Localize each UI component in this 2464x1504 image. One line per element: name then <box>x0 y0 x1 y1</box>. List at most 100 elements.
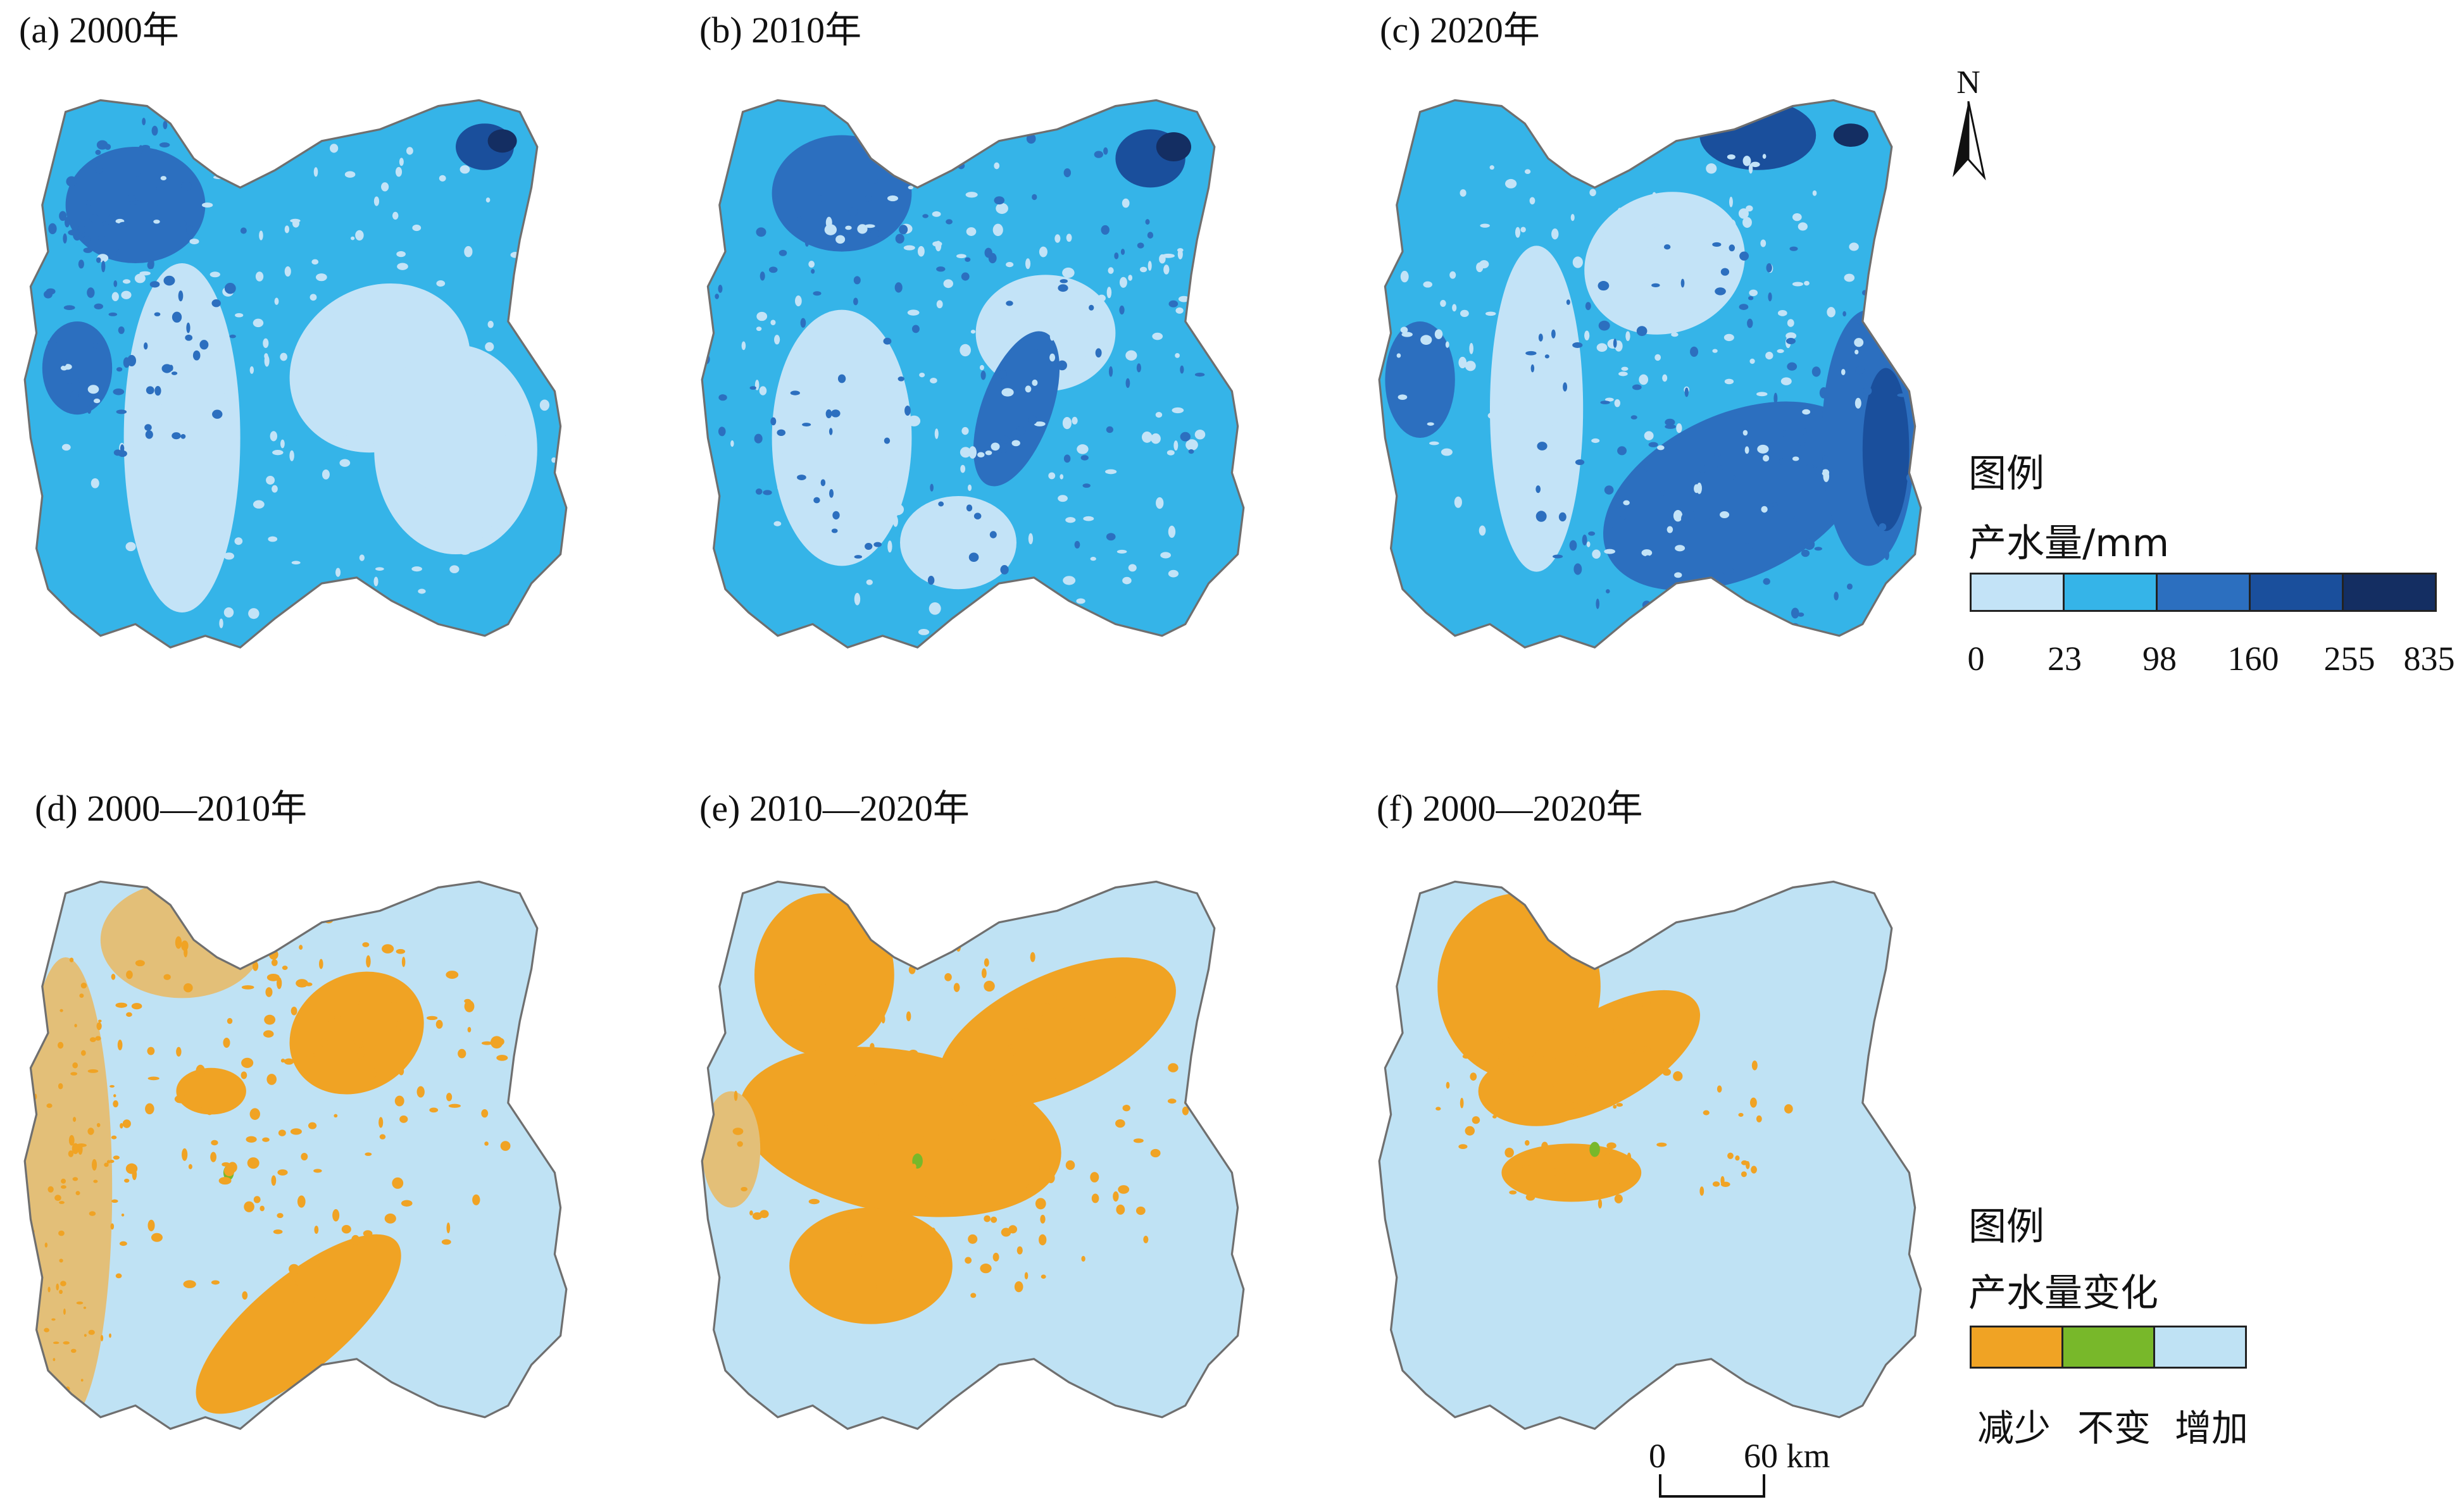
yield-speckle <box>1870 314 1875 319</box>
yield-speckle <box>1173 440 1179 451</box>
yield-speckle <box>1649 318 1660 327</box>
yield-speckle <box>936 266 946 272</box>
change-speckle <box>1113 1191 1119 1202</box>
yield-speckle <box>229 334 236 339</box>
legend-yield-break-0: 0 <box>1967 640 1985 678</box>
change-speckle <box>223 1037 230 1048</box>
yield-speckle <box>310 294 317 301</box>
yield-speckle <box>179 220 187 227</box>
yield-speckle <box>1048 472 1056 480</box>
yield-speckle <box>459 549 471 555</box>
yield-speckle <box>264 355 270 367</box>
low-yield-zone <box>1584 192 1745 335</box>
change-speckle <box>919 1129 925 1138</box>
yield-speckle <box>460 165 470 174</box>
change-speckle <box>1115 1119 1125 1128</box>
yield-speckle <box>153 220 160 224</box>
change-speckle <box>218 1177 232 1185</box>
yield-speckle <box>116 249 120 261</box>
change-speckle <box>282 966 288 971</box>
peak-yield-zone <box>1156 132 1191 161</box>
yield-speckle <box>418 297 427 308</box>
change-speckle <box>496 1055 508 1061</box>
yield-speckle <box>1070 378 1083 383</box>
change-speckle <box>80 983 87 989</box>
yield-speckle <box>830 557 842 562</box>
yield-speckle <box>975 103 982 111</box>
yield-speckle <box>373 196 380 206</box>
yield-speckle <box>1644 247 1656 259</box>
yield-speckle <box>1604 271 1610 278</box>
yield-speckle <box>940 145 949 156</box>
yield-speckle <box>779 249 787 256</box>
yield-speckle <box>870 514 876 522</box>
change-speckle <box>989 1133 997 1140</box>
change-speckle <box>1498 1052 1504 1062</box>
change-speckle <box>1091 1193 1099 1203</box>
change-speckle <box>290 1128 302 1135</box>
yield-speckle <box>1025 385 1032 393</box>
change-speckle <box>266 1074 277 1085</box>
yield-speckle <box>1742 543 1753 552</box>
change-speckle <box>151 1233 163 1242</box>
change-speckle <box>1458 1144 1468 1149</box>
yield-speckle <box>932 211 941 217</box>
yield-speckle <box>1515 227 1521 238</box>
change-speckle <box>104 1162 109 1167</box>
yield-speckle <box>1052 288 1058 295</box>
yield-speckle <box>830 409 841 418</box>
change-speckle <box>427 1016 438 1021</box>
yield-speckle <box>1639 374 1649 385</box>
change-speckle <box>113 1155 120 1160</box>
change-speckle <box>826 1129 832 1137</box>
yield-speckle <box>1175 307 1184 314</box>
change-speckle <box>196 1064 205 1078</box>
change-speckle <box>252 961 259 971</box>
change-speckle <box>334 1016 342 1020</box>
yield-speckle <box>917 245 925 257</box>
yield-speckle <box>1077 444 1089 454</box>
change-speckle <box>1061 1004 1065 1009</box>
yield-speckle <box>1151 433 1161 444</box>
change-speckle <box>253 910 260 918</box>
change-speckle <box>1617 1010 1623 1020</box>
yield-speckle <box>816 347 829 351</box>
yield-speckle <box>1779 457 1784 465</box>
yield-speckle <box>774 335 780 345</box>
yield-speckle <box>984 247 992 258</box>
change-speckle <box>1472 1116 1480 1124</box>
change-speckle <box>1041 1274 1046 1279</box>
yield-speckle <box>375 567 384 571</box>
change-speckle <box>241 1071 247 1079</box>
change-speckle <box>1699 1186 1704 1196</box>
legend-yield-break-4: 255 <box>2323 640 2375 678</box>
change-speckle <box>1746 1161 1750 1169</box>
yield-speckle <box>897 376 904 382</box>
yield-speckle <box>835 235 846 244</box>
yield-speckle <box>929 602 941 615</box>
yield-speckle <box>199 340 209 350</box>
yield-speckle <box>1551 329 1556 339</box>
yield-speckle <box>141 145 151 150</box>
change-speckle <box>1749 1097 1757 1108</box>
yield-speckle <box>1617 446 1627 456</box>
change-speckle <box>126 1012 132 1017</box>
yield-speckle <box>1768 292 1772 302</box>
yield-speckle <box>1006 261 1014 268</box>
map-fill <box>1379 100 1921 648</box>
change-speckle <box>92 1159 97 1171</box>
yield-speckle <box>531 340 535 347</box>
yield-speckle <box>1398 394 1408 401</box>
change-speckle <box>1465 1126 1475 1136</box>
yield-speckle <box>972 110 980 116</box>
yield-speckle <box>1535 511 1547 522</box>
yield-speckle <box>186 322 191 333</box>
region-boundary <box>23 880 568 1431</box>
yield-speckle <box>1178 295 1190 302</box>
yield-speckle <box>883 378 892 391</box>
yield-speckle <box>1122 576 1132 585</box>
change-speckle <box>44 1242 48 1248</box>
yield-speckle <box>996 202 1008 214</box>
yield-speckle <box>1768 621 1780 633</box>
yield-speckle <box>1188 449 1194 454</box>
